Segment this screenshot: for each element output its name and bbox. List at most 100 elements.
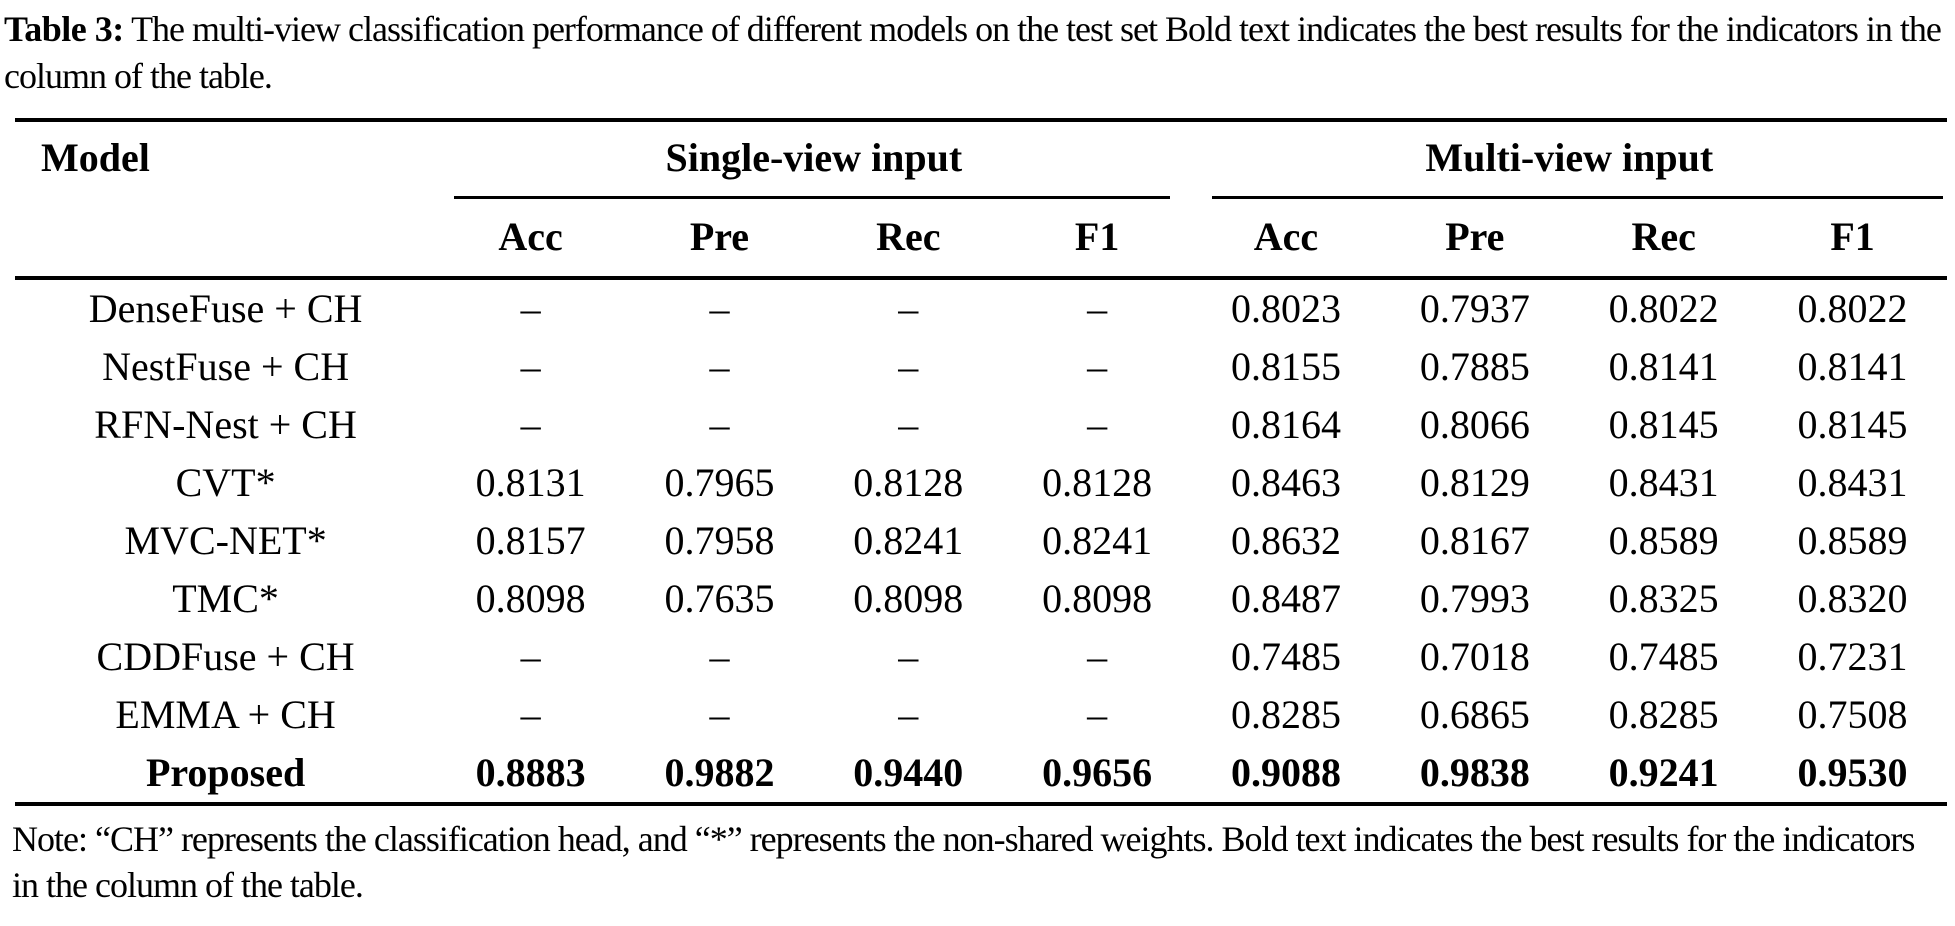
metric-value: 0.7965	[664, 459, 775, 505]
table-caption: Table 3: The multi-view classification p…	[0, 0, 1955, 100]
metric-value: –	[898, 633, 919, 679]
model-name: Proposed	[15, 743, 437, 806]
metric-value: –	[1087, 285, 1108, 331]
metric-value: 0.8098	[853, 575, 964, 621]
metric-value: –	[520, 401, 541, 447]
metric-value: 0.7231	[1797, 633, 1908, 679]
metric-value: 0.8589	[1797, 517, 1908, 563]
metric-value: –	[1087, 343, 1108, 389]
metric-value: 0.9838	[1380, 743, 1570, 806]
metric-value: 0.8145	[1608, 401, 1719, 447]
metric-value: 0.8066	[1419, 401, 1530, 447]
metric-value: 0.8589	[1608, 517, 1719, 563]
metric-value: –	[1087, 401, 1108, 447]
metric-value: 0.8157	[475, 517, 586, 563]
metric-value: 0.8098	[1042, 575, 1153, 621]
metric-value: 0.8141	[1608, 343, 1719, 389]
column-header-acc: Acc	[1191, 198, 1381, 280]
metric-value: 0.8128	[1042, 459, 1153, 505]
metric-value: 0.8155	[1230, 343, 1341, 389]
column-header-f1: F1	[1002, 198, 1192, 280]
metric-value: 0.9241	[1569, 743, 1759, 806]
caption-label: Table 3:	[4, 9, 124, 49]
model-name: NestFuse + CH	[102, 343, 350, 389]
metric-value: 0.7993	[1419, 575, 1530, 621]
metric-value: 0.8241	[853, 517, 964, 563]
column-group-single-view: Single-view input	[436, 120, 1191, 199]
metric-value: –	[898, 343, 919, 389]
model-name: RFN-Nest + CH	[94, 401, 357, 447]
metric-value: 0.7937	[1419, 285, 1530, 331]
metric-value: –	[520, 343, 541, 389]
table-row: EMMA + CH – – – – 0.8285 0.6865 0.8285 0.7508	[15, 686, 1947, 744]
table-row: Proposed 0.8883 0.9882 0.9440 0.9656 0.9088 0.…	[15, 743, 1947, 806]
table-row: DenseFuse + CH – – – – 0.8023 0.7937 0.8022 0.80…	[15, 278, 1947, 338]
metric-value: –	[709, 633, 730, 679]
metric-value: –	[898, 285, 919, 331]
metric-value: 0.7485	[1230, 633, 1341, 679]
table-row: MVC-NET* 0.8157 0.7958 0.8241 0.8241 0.8632 0.…	[15, 512, 1947, 570]
metric-value: 0.6865	[1419, 691, 1530, 737]
column-header-acc: Acc	[436, 198, 626, 280]
metric-value: 0.9656	[1002, 743, 1192, 806]
table-row: TMC* 0.8098 0.7635 0.8098 0.8098 0.8487 0.7993…	[15, 570, 1947, 628]
metric-value: 0.8487	[1230, 575, 1341, 621]
metric-value: –	[898, 691, 919, 737]
metric-value: –	[709, 401, 730, 447]
metric-value: 0.8128	[853, 459, 964, 505]
metric-value: 0.7485	[1608, 633, 1719, 679]
column-header-pre: Pre	[625, 198, 814, 280]
table-note: Note: “CH” represents the classification…	[12, 818, 1915, 906]
caption-text: The multi-view classification performanc…	[4, 9, 1942, 96]
table-row: NestFuse + CH – – – – 0.8155 0.7885 0.8141 0.814…	[15, 338, 1947, 396]
table-row: CVT* 0.8131 0.7965 0.8128 0.8128 0.8463 0.8129…	[15, 454, 1947, 512]
metric-value: 0.7508	[1797, 691, 1908, 737]
table-row: RFN-Nest + CH – – – – 0.8164 0.8066 0.8145 0.814…	[15, 396, 1947, 454]
metric-value: –	[709, 343, 730, 389]
metric-value: 0.8325	[1608, 575, 1719, 621]
metric-value: 0.8431	[1797, 459, 1908, 505]
metric-value: 0.8164	[1230, 401, 1341, 447]
metric-value: –	[898, 401, 919, 447]
metric-value: 0.8098	[475, 575, 586, 621]
metric-value: 0.9530	[1758, 743, 1947, 806]
metric-value: 0.8320	[1797, 575, 1908, 621]
column-header-pre: Pre	[1380, 198, 1570, 280]
model-name: DenseFuse + CH	[88, 285, 363, 331]
metric-value: 0.8145	[1797, 401, 1908, 447]
metric-value: 0.7885	[1419, 343, 1530, 389]
metric-value: 0.7018	[1419, 633, 1530, 679]
metric-value: –	[1087, 691, 1108, 737]
metric-value: 0.9440	[813, 743, 1003, 806]
column-header-rec: Rec	[813, 198, 1003, 280]
metric-value: –	[520, 691, 541, 737]
metric-value: 0.8285	[1230, 691, 1341, 737]
metric-value: 0.8285	[1608, 691, 1719, 737]
group-header-row: Model Single-view input Multi-view input	[15, 119, 1947, 280]
metric-value: 0.8463	[1230, 459, 1341, 505]
table-row: CDDFuse + CH – – – – 0.7485 0.7018 0.7485 0.7231	[15, 628, 1947, 686]
column-group-multi-view: Multi-view input	[1192, 120, 1947, 199]
metric-value: –	[520, 633, 541, 679]
metric-value: –	[709, 285, 730, 331]
metric-value: 0.7958	[664, 517, 775, 563]
metric-value: 0.8022	[1797, 285, 1908, 331]
metric-value: 0.8129	[1419, 459, 1530, 505]
metric-value: 0.8431	[1608, 459, 1719, 505]
metric-value: 0.8241	[1042, 517, 1153, 563]
metric-value: 0.8141	[1797, 343, 1908, 389]
metric-value: –	[520, 285, 541, 331]
metric-value: 0.8023	[1230, 285, 1341, 331]
metric-value: 0.9882	[625, 743, 814, 806]
model-name: TMC*	[172, 575, 279, 621]
metric-value: 0.8167	[1419, 517, 1530, 563]
metric-value: –	[709, 691, 730, 737]
metric-value: 0.8022	[1608, 285, 1719, 331]
metric-value: 0.8883	[436, 743, 626, 806]
model-name: CVT*	[175, 459, 276, 505]
column-header-model: Model	[15, 119, 437, 280]
results-table: Model Single-view input Multi-view input…	[15, 117, 1947, 806]
metric-value: 0.7635	[664, 575, 775, 621]
model-name: MVC-NET*	[124, 517, 327, 563]
